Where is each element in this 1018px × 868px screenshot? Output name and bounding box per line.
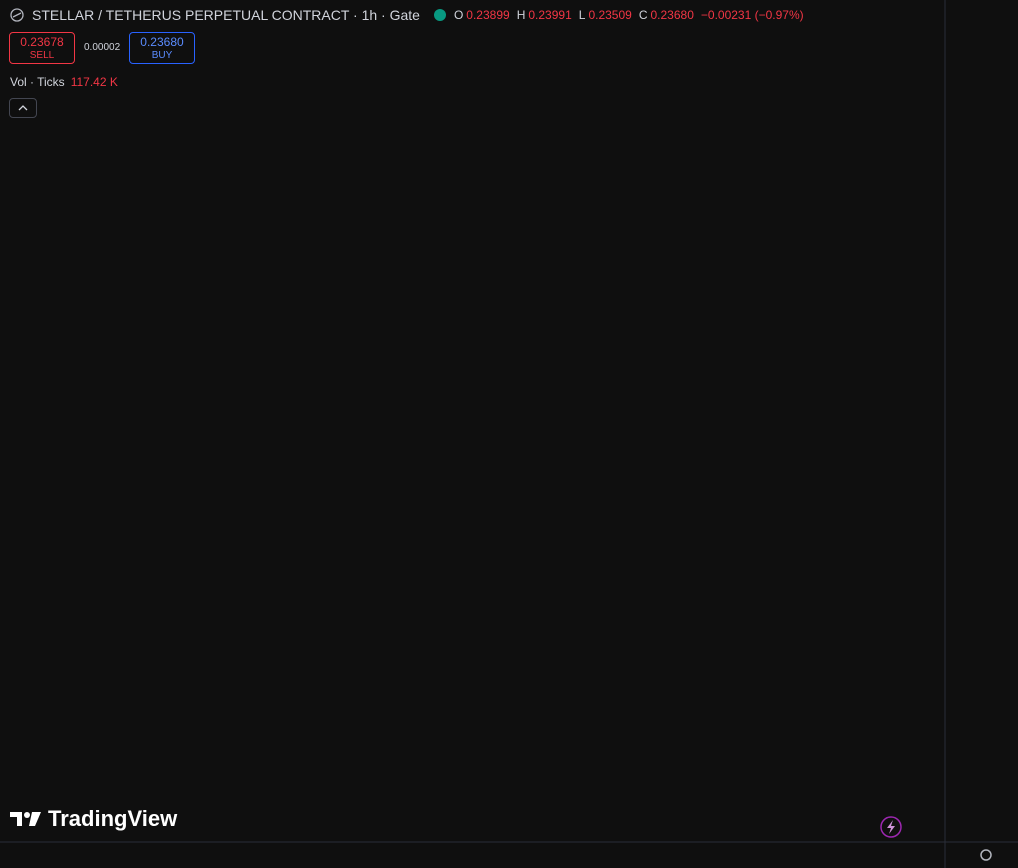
volume-name: Vol · Ticks [10,75,65,89]
chevron [18,105,28,111]
chart-title: STELLAR / TETHERUS PERPETUAL CONTRACT · … [32,7,420,23]
settings-icon[interactable] [980,849,992,861]
ohlc-item: 0.23509 [588,8,632,22]
ohlc-item: O [453,8,464,22]
buy-price: 0.23680 [140,35,184,49]
spread: 0.00002 [84,42,121,53]
ohlc-item: L [578,8,586,22]
ohlc-item: 0.23680 [650,8,694,22]
sell-label: SELL [29,50,55,61]
buy-label: BUY [151,50,173,61]
volume-legend: Vol · Ticks 117.42 K [10,75,118,89]
sell-button[interactable]: 0.23678 SELL [9,32,75,64]
lightning-glyph [887,820,895,834]
ohlc-item: 0.23991 [528,8,572,22]
ohlc-item: −0.00231 (−0.97%) [700,8,804,22]
market-status [433,9,446,21]
sell-price: 0.23678 [20,35,64,49]
ohlc-item: H [516,8,526,22]
brand: TradingView [10,806,177,832]
ohlc-legend: O 0.23899 H 0.23991 L 0.23509 C 0.23680 −0.00231… [454,8,808,22]
volume-value: 117.42 K [70,75,118,89]
lightning-icon[interactable] [880,816,902,838]
ohlc-item: C [638,8,648,22]
symbol-icon [10,8,24,22]
brand-logo [10,812,41,826]
brand-name: TradingView [48,806,178,831]
ohlc-item: 0.23899 [466,8,510,22]
header: STELLAR / TETHERUS PERPETUAL CONTRACT · … [10,7,808,23]
collapse-button[interactable] [9,98,37,118]
buy-button[interactable]: 0.23680 BUY [129,32,195,64]
